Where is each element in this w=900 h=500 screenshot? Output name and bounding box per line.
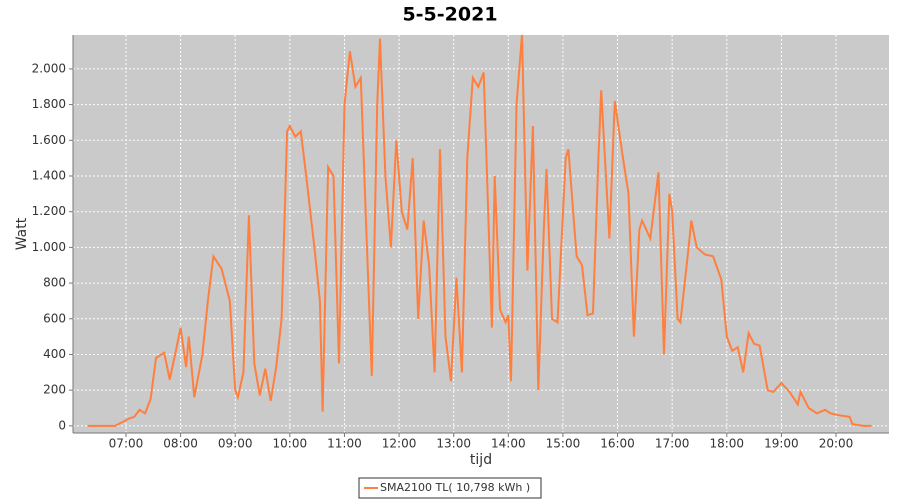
x-tick-label: 09:00: [218, 437, 253, 451]
legend: [358, 477, 542, 499]
y-tick-label: 200: [43, 383, 66, 397]
y-tick-label: 2.000: [32, 61, 66, 75]
y-tick-label: 1.800: [32, 97, 66, 111]
x-tick-label: 14:00: [491, 437, 526, 451]
y-tick-label: 1.200: [32, 204, 66, 218]
x-tick-label: 15:00: [546, 437, 581, 451]
plot-area: [73, 35, 889, 433]
x-axis-label: tijd: [470, 452, 492, 468]
y-tick-label: 1.000: [32, 240, 66, 254]
x-tick-label: 08:00: [163, 437, 198, 451]
y-tick-label: 800: [43, 276, 66, 290]
x-tick-label: 12:00: [382, 437, 417, 451]
data-line: [87, 34, 872, 427]
x-tick-label: 07:00: [109, 437, 144, 451]
x-tick-label: 18:00: [709, 437, 744, 451]
y-tick-label: 400: [43, 347, 66, 361]
x-tick-label: 17:00: [655, 437, 690, 451]
x-tick-label: 16:00: [600, 437, 635, 451]
x-tick-label: 13:00: [436, 437, 471, 451]
x-tick-label: 20:00: [819, 437, 854, 451]
y-tick-label: 1.400: [32, 168, 66, 182]
chart-title: 5-5-2021: [402, 4, 497, 26]
legend-label: SMA2100 TL( 10,798 kWh ): [380, 481, 530, 494]
x-tick-label: 19:00: [764, 437, 799, 451]
y-tick-label: 1.600: [32, 133, 66, 147]
y-axis-label: Watt: [14, 217, 30, 250]
x-tick-label: 11:00: [327, 437, 362, 451]
y-tick-label: 600: [43, 311, 66, 325]
x-tick-label: 10:00: [273, 437, 308, 451]
y-tick-label: 0: [58, 418, 66, 432]
